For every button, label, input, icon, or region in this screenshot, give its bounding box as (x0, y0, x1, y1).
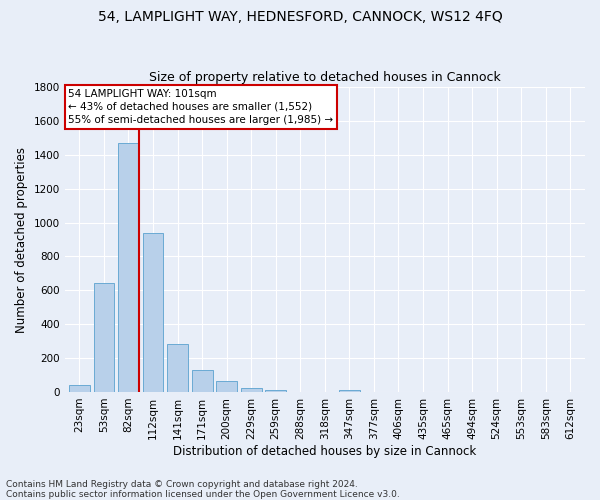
Bar (143, 232, 163, 392)
Text: 54, LAMPLIGHT WAY, HEDNESFORD, CANNOCK, WS12 4FQ: 54, LAMPLIGHT WAY, HEDNESFORD, CANNOCK, … (98, 10, 502, 24)
Bar (69, 385, 90, 392)
Y-axis label: Number of detached properties: Number of detached properties (15, 146, 28, 332)
Text: 54 LAMPLIGHT WAY: 101sqm
← 43% of detached houses are smaller (1,552)
55% of sem: 54 LAMPLIGHT WAY: 101sqm ← 43% of detach… (68, 88, 334, 125)
Text: Contains public sector information licensed under the Open Government Licence v3: Contains public sector information licen… (6, 490, 400, 499)
Bar (167, 344, 188, 392)
Bar (118, 143, 139, 392)
Bar (216, 381, 237, 392)
Bar (265, 390, 286, 392)
Bar (241, 388, 262, 392)
Bar (339, 390, 360, 392)
Title: Size of property relative to detached houses in Cannock: Size of property relative to detached ho… (149, 72, 501, 85)
Bar (191, 370, 212, 392)
Text: Contains HM Land Registry data © Crown copyright and database right 2024.: Contains HM Land Registry data © Crown c… (6, 480, 358, 489)
Bar (94, 282, 115, 392)
X-axis label: Distribution of detached houses by size in Cannock: Distribution of detached houses by size … (173, 444, 476, 458)
